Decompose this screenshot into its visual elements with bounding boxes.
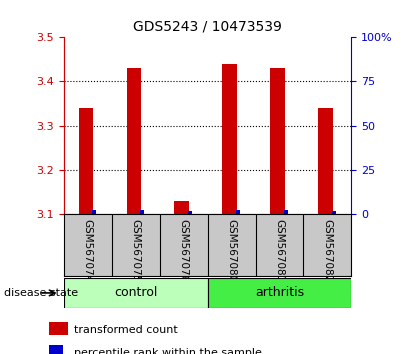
Bar	[319, 108, 333, 214]
Text: GSM567075: GSM567075	[131, 219, 141, 282]
Text: GSM567076: GSM567076	[179, 219, 189, 282]
Bar	[222, 64, 237, 214]
Text: GSM567080: GSM567080	[226, 219, 236, 282]
FancyBboxPatch shape	[64, 278, 208, 308]
Text: GSM567081: GSM567081	[275, 219, 284, 282]
Bar	[79, 108, 93, 214]
Text: disease state: disease state	[4, 288, 78, 298]
Bar	[284, 210, 288, 214]
Bar	[49, 322, 68, 335]
Text: control: control	[114, 286, 157, 299]
Bar	[332, 211, 336, 214]
Text: transformed count: transformed count	[74, 325, 178, 335]
FancyBboxPatch shape	[208, 278, 351, 308]
Bar	[92, 210, 96, 214]
Text: GSM567082: GSM567082	[323, 219, 332, 282]
Bar	[127, 68, 141, 214]
Text: arthritis: arthritis	[255, 286, 304, 299]
Bar	[236, 210, 240, 214]
Text: GSM567074: GSM567074	[83, 219, 92, 282]
Bar	[141, 210, 144, 214]
Title: GDS5243 / 10473539: GDS5243 / 10473539	[133, 19, 282, 33]
Bar	[174, 201, 189, 214]
Bar	[49, 322, 63, 335]
Bar	[188, 211, 192, 214]
Bar	[270, 68, 285, 214]
Text: percentile rank within the sample: percentile rank within the sample	[74, 348, 262, 354]
Bar	[49, 346, 63, 354]
